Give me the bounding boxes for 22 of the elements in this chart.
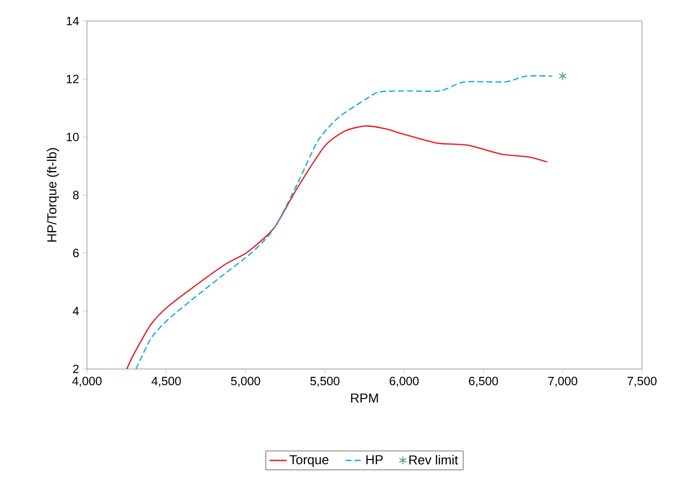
x-tick-label: 4,500 (152, 376, 181, 387)
x-axis-title: RPM (351, 394, 378, 403)
y-tick-label: 12 (66, 74, 79, 84)
legend-label: HP (366, 455, 383, 464)
line-series (135, 75, 553, 369)
y-tick-label: 4 (72, 306, 79, 316)
x-tick-label: 5,500 (310, 376, 340, 387)
x-tick-label: 5,000 (231, 376, 260, 387)
y-tick-label: 8 (73, 190, 79, 200)
legend-label: Rev limit (409, 454, 458, 465)
x-tick-label: 7,500 (628, 376, 657, 387)
x-tick-label: 6,000 (390, 376, 419, 387)
legend-label: Torque (290, 455, 328, 467)
x-tick-label: 6,500 (469, 376, 498, 387)
y-tick-label: 2 (73, 364, 79, 374)
line-series (126, 125, 548, 369)
y-tick-label: 10 (66, 132, 79, 142)
y-tick-label: 6 (73, 248, 79, 258)
y-tick-label: 14 (66, 16, 79, 26)
x-tick-label: 4,000 (72, 376, 102, 387)
y-axis-title: HP/Torque (ft-lb) (46, 148, 59, 242)
x-tick-label: 7,000 (548, 376, 578, 387)
